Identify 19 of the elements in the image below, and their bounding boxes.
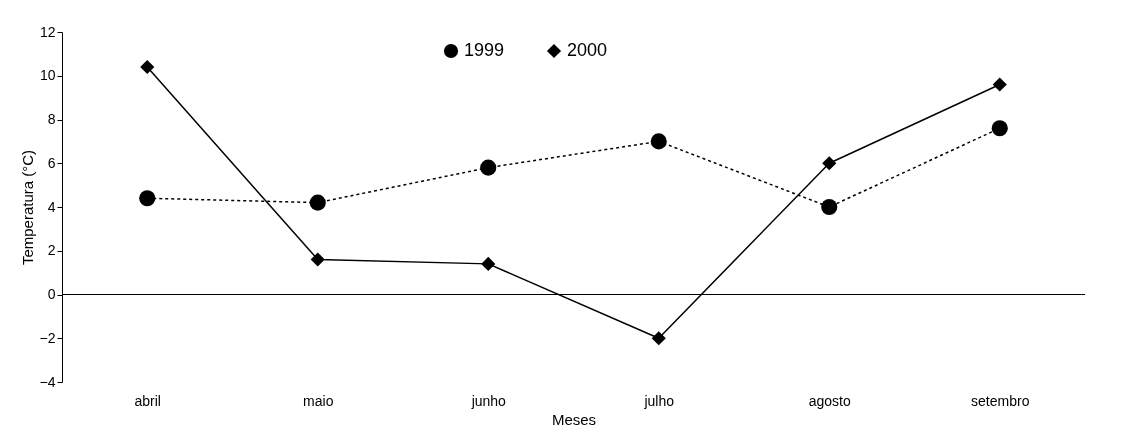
y-axis-title: Temperatura (°C) <box>18 149 36 266</box>
y-tick-label: 4 <box>47 198 56 215</box>
y-tick-label: 6 <box>47 154 56 171</box>
y-tick-label: −2 <box>39 329 56 346</box>
x-tick-label: abril <box>134 392 161 409</box>
y-tick-label: 10 <box>39 67 56 84</box>
x-tick-label: maio <box>303 392 334 409</box>
y-tick-label: 2 <box>47 242 56 259</box>
x-tick-label: setembro <box>971 392 1030 409</box>
x-axis-title: Meses <box>551 410 597 428</box>
y-tick-label: 12 <box>39 23 56 40</box>
x-tick-label: julho <box>643 392 675 409</box>
legend-label: 2000 <box>567 40 608 60</box>
y-tick-label: −4 <box>39 373 56 390</box>
x-tick-label: junho <box>470 392 507 409</box>
y-tick-label: 0 <box>47 286 56 302</box>
x-tick-label: agosto <box>808 392 851 409</box>
legend-label: 1999 <box>464 40 505 60</box>
y-tick-label: 8 <box>47 111 56 127</box>
